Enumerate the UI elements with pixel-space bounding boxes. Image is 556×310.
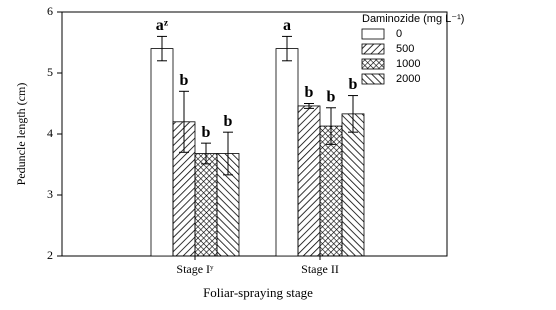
y-tick-label: 2 [47,248,53,262]
value-label: b [180,72,189,89]
legend-swatch [361,28,385,40]
value-label: b [327,88,336,105]
value-label: b [305,84,314,101]
legend-label: 2000 [396,73,420,85]
legend-title: Daminozide (mg L⁻¹) [362,13,464,25]
y-axis-label: Peduncle length (cm) [14,83,28,186]
value-label: b [224,113,233,130]
bar [150,48,174,257]
y-tick-label: 6 [47,4,53,18]
legend-label: 1000 [396,58,420,70]
y-tick-label: 3 [47,187,53,201]
value-label: aᶻ [156,17,169,34]
x-axis-label: Foliar-spraying stage [203,285,313,300]
plot-frame [61,11,448,257]
x-tick-label: Stage II [301,262,339,276]
bar [297,105,321,257]
value-label: b [349,76,358,93]
legend-swatch [361,73,385,85]
legend-swatch [361,58,385,70]
value-label: b [202,124,211,141]
value-label: a [283,17,291,34]
bar [341,113,365,257]
legend-label: 500 [396,43,414,55]
y-tick-label: 4 [47,126,53,140]
legend-label: 0 [396,28,402,40]
y-tick-label: 5 [47,65,53,79]
bar [275,48,299,257]
bar [319,125,343,257]
x-tick-label: Stage Iʸ [176,262,214,276]
bar [194,153,218,257]
legend-swatch [361,43,385,55]
